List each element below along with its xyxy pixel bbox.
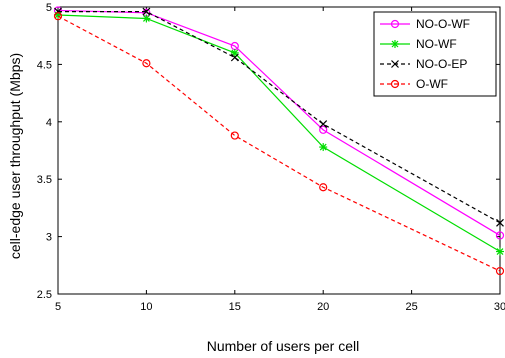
legend-label: NO-O-EP bbox=[416, 57, 467, 71]
marker-stroke bbox=[496, 248, 504, 255]
y-tick-label: 4.5 bbox=[37, 59, 52, 71]
legend: NO-O-WF NO-WF NO-O-EP O-WF bbox=[373, 11, 497, 97]
marker-stroke bbox=[319, 120, 328, 129]
x-tick-label: 15 bbox=[229, 301, 241, 313]
y-tick-label: 5 bbox=[46, 2, 52, 14]
x-tick-label: 10 bbox=[140, 301, 152, 313]
x-tick-label: 5 bbox=[55, 301, 61, 313]
data-point bbox=[496, 218, 504, 227]
series-o-wf bbox=[53, 12, 505, 276]
legend-label: O-WF bbox=[416, 77, 448, 91]
legend-marker bbox=[390, 19, 400, 29]
x-axis-label: Number of users per cell bbox=[207, 338, 360, 354]
series-line bbox=[58, 10, 501, 224]
legend-box bbox=[373, 11, 497, 97]
marker-stroke bbox=[496, 218, 504, 227]
y-tick-label: 2.5 bbox=[37, 289, 52, 301]
y-tick-label: 3 bbox=[46, 232, 52, 244]
data-point bbox=[319, 183, 328, 192]
legend-item-o-wf: O-WF bbox=[380, 77, 448, 91]
series-no-o-ep bbox=[54, 7, 504, 227]
y-axis-label: cell-edge user throughput (Mbps) bbox=[7, 53, 23, 259]
data-point bbox=[495, 266, 505, 276]
data-point bbox=[319, 120, 328, 129]
data-point bbox=[230, 53, 239, 62]
y-axis: 2.5 3 3.5 4 4.5 5 bbox=[37, 2, 500, 301]
y-tick-label: 4 bbox=[46, 117, 52, 129]
legend-label: NO-WF bbox=[416, 37, 457, 51]
data-point bbox=[142, 7, 151, 16]
legend-label: NO-O-WF bbox=[416, 17, 470, 31]
marker-stroke bbox=[142, 7, 151, 16]
data-point bbox=[319, 125, 328, 134]
legend-item-no-wf: NO-WF bbox=[380, 37, 457, 51]
marker-stroke bbox=[391, 40, 399, 48]
y-tick-label: 3.5 bbox=[37, 174, 52, 186]
legend-marker bbox=[391, 40, 399, 48]
data-point bbox=[319, 143, 328, 152]
x-tick-label: 20 bbox=[317, 301, 329, 313]
marker-stroke bbox=[391, 60, 399, 68]
x-axis: 5 10 15 20 25 30 bbox=[55, 7, 505, 313]
marker-stroke bbox=[142, 15, 150, 22]
marker-stroke bbox=[319, 143, 327, 151]
x-tick-label: 25 bbox=[405, 301, 417, 313]
legend-item-no-o-wf: NO-O-WF bbox=[380, 17, 470, 31]
series-line bbox=[57, 15, 501, 272]
data-point bbox=[496, 247, 504, 256]
marker-stroke bbox=[230, 53, 239, 62]
data-point bbox=[230, 131, 239, 140]
legend-item-no-o-ep: NO-O-EP bbox=[380, 57, 467, 71]
data-point bbox=[142, 59, 151, 68]
legend-marker bbox=[391, 60, 399, 68]
series-layer bbox=[53, 6, 505, 276]
x-tick-label: 30 bbox=[494, 301, 505, 313]
data-point bbox=[142, 14, 151, 23]
legend-marker bbox=[390, 79, 400, 89]
data-point bbox=[53, 12, 63, 21]
data-point bbox=[495, 231, 505, 240]
